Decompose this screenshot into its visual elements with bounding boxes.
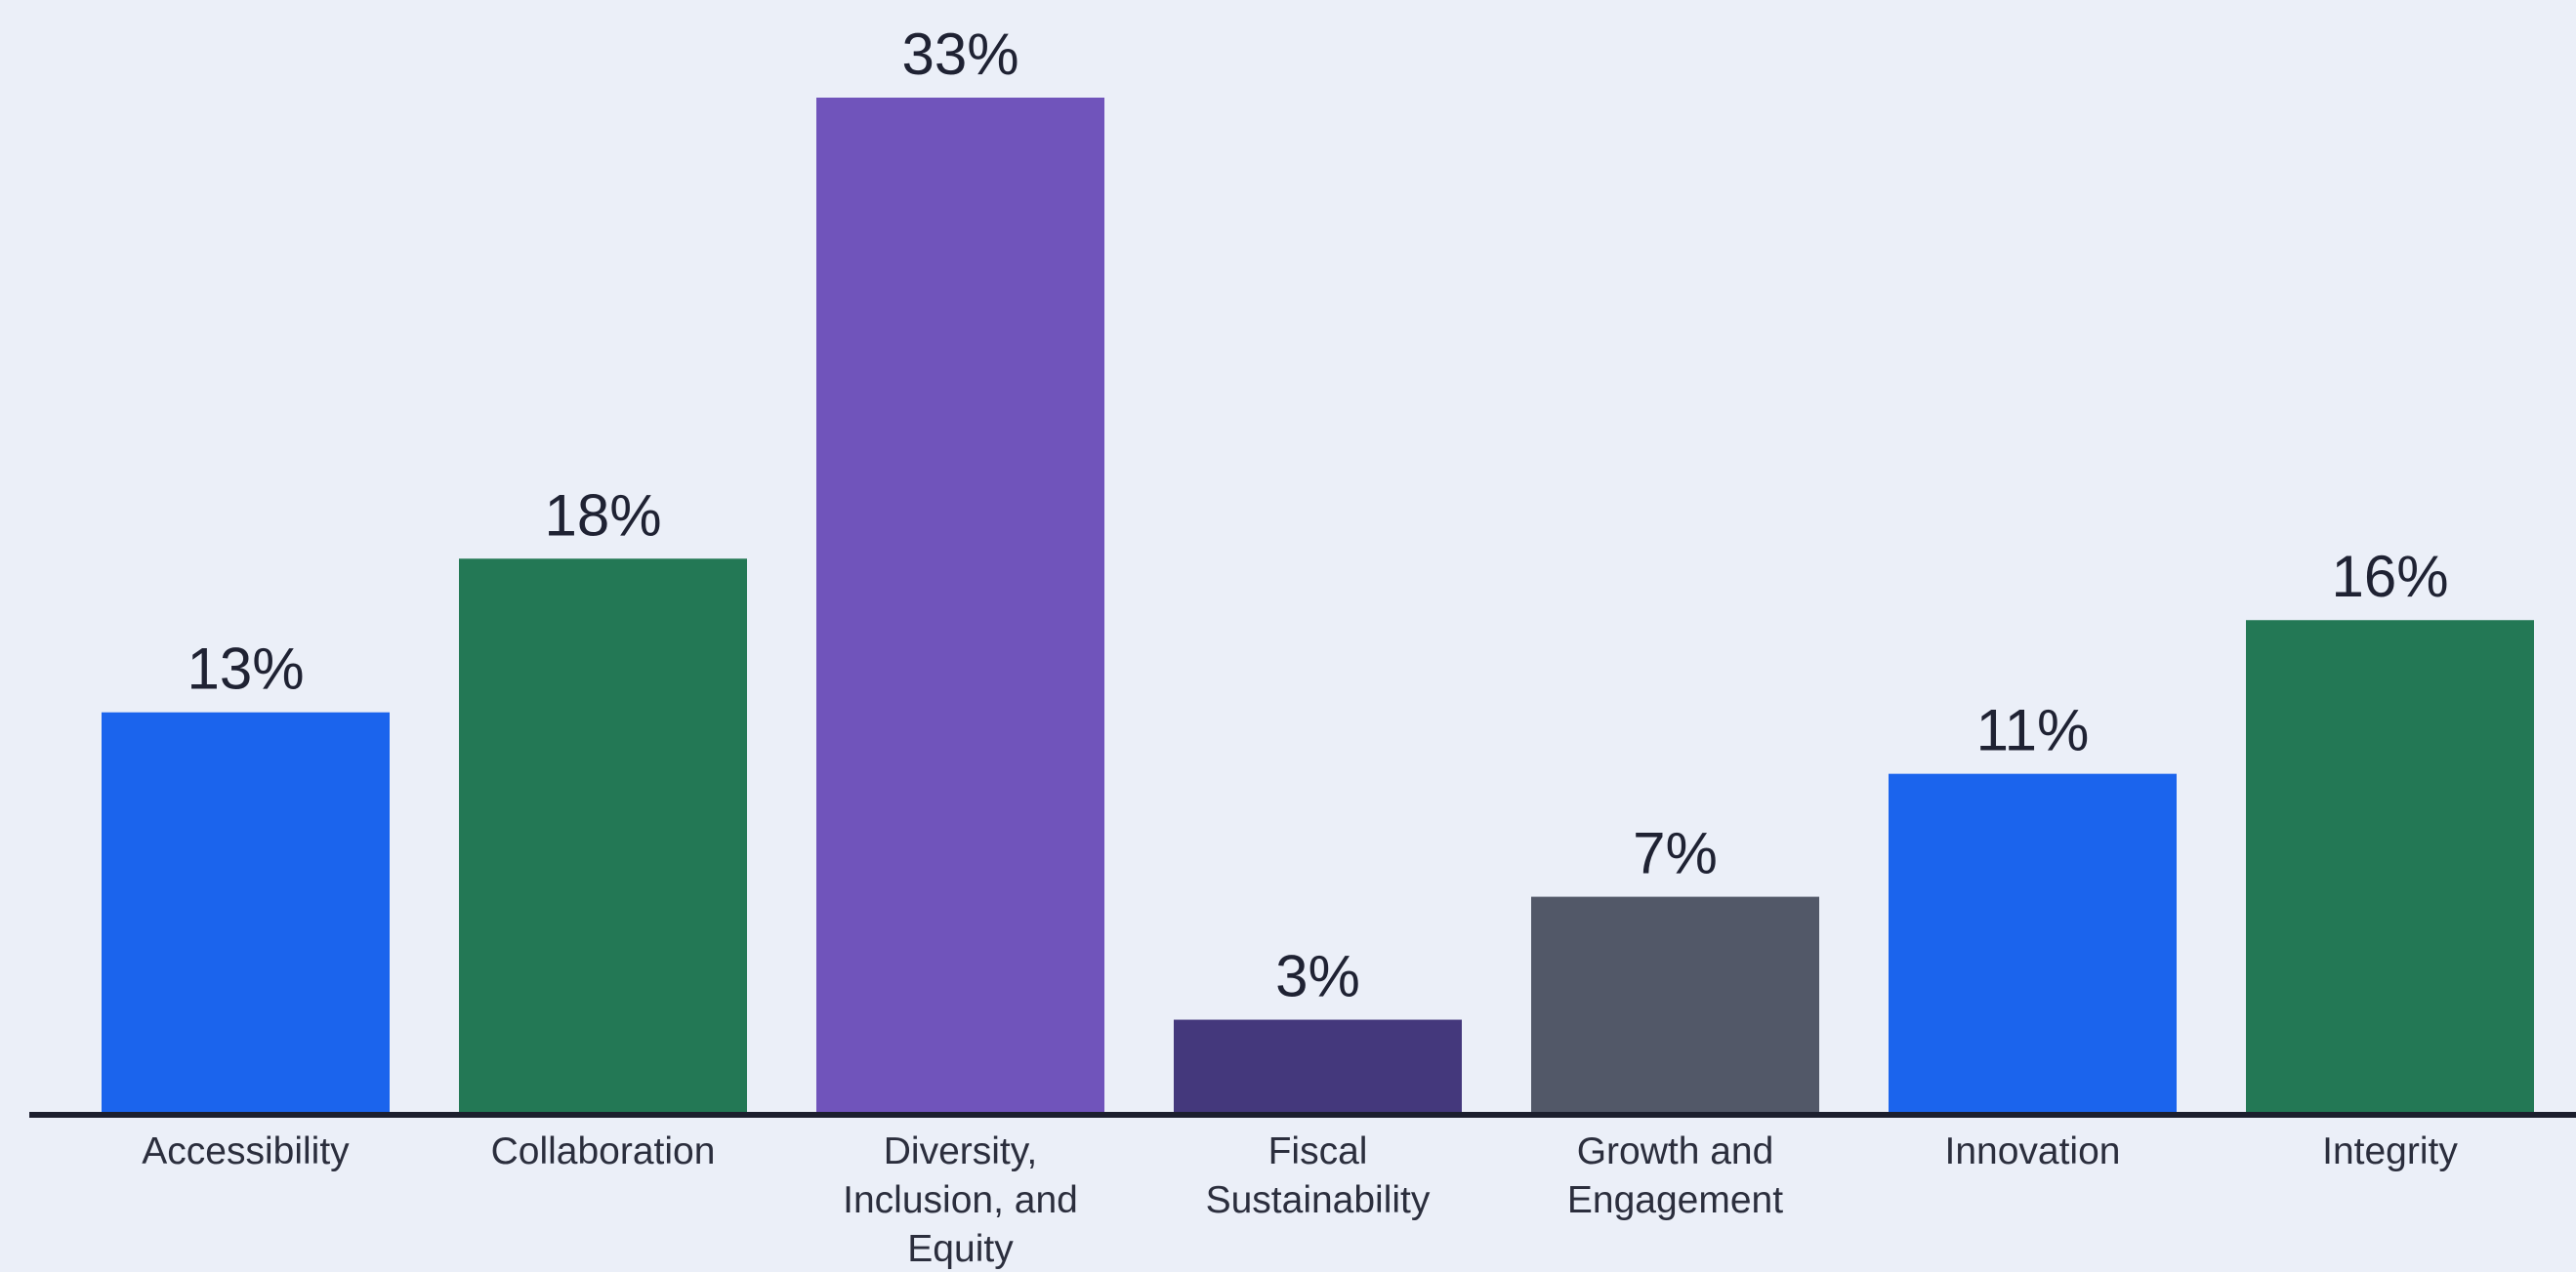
bar-1: [459, 558, 747, 1112]
category-label-4-line-1: Engagement: [1567, 1179, 1783, 1221]
value-label-1: 18%: [544, 482, 661, 548]
category-label-0-line-0: Accessibility: [142, 1130, 350, 1172]
bars-group: [102, 98, 2534, 1112]
category-label-6: Integrity: [2322, 1130, 2458, 1172]
category-label-3: Fiscal Sustainability: [1206, 1130, 1431, 1221]
category-label-2-line-0: Diversity,: [884, 1130, 1037, 1172]
value-label-2: 33%: [901, 21, 1018, 87]
bar-3: [1174, 1019, 1462, 1112]
category-label-0: Accessibility: [142, 1130, 350, 1172]
category-label-5-line-0: Innovation: [1945, 1130, 2121, 1172]
bar-0: [102, 712, 390, 1112]
category-label-4: Growth and Engagement: [1567, 1130, 1783, 1221]
bar-2: [816, 98, 1104, 1112]
category-label-2: Diversity, Inclusion, and Equity: [843, 1130, 1078, 1270]
bar-4: [1531, 896, 1819, 1112]
category-label-1-line-0: Collaboration: [491, 1130, 716, 1172]
value-labels-group: 13% 18% 33% 3% 7% 11% 16%: [187, 21, 2448, 1009]
category-label-2-line-2: Equity: [907, 1228, 1014, 1270]
category-label-1: Collaboration: [491, 1130, 716, 1172]
category-label-2-line-1: Inclusion, and: [843, 1179, 1078, 1221]
category-label-3-line-0: Fiscal: [1268, 1130, 1368, 1172]
category-label-5: Innovation: [1945, 1130, 2121, 1172]
category-label-3-line-1: Sustainability: [1206, 1179, 1431, 1221]
value-label-0: 13%: [187, 636, 304, 702]
bar-5: [1889, 773, 2177, 1112]
category-label-4-line-0: Growth and: [1577, 1130, 1774, 1172]
value-label-4: 7%: [1633, 821, 1718, 886]
value-label-5: 11%: [1976, 698, 2090, 763]
value-label-3: 3%: [1275, 944, 1360, 1009]
category-label-6-line-0: Integrity: [2322, 1130, 2458, 1172]
value-label-6: 16%: [2331, 544, 2448, 609]
bar-6: [2246, 620, 2534, 1112]
category-labels-group: Accessibility Collaboration Diversity, Incl…: [142, 1130, 2458, 1270]
